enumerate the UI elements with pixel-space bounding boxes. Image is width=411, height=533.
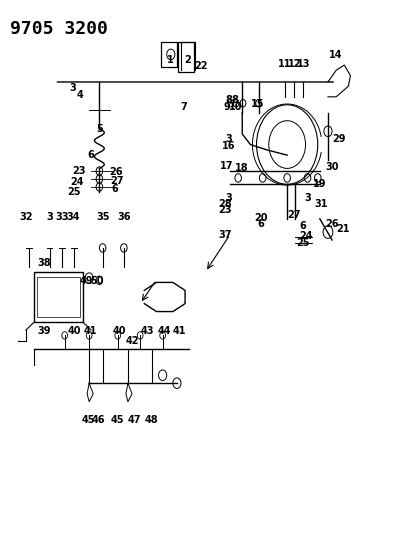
Text: 27: 27	[288, 209, 301, 220]
Text: 14: 14	[329, 51, 343, 60]
Text: 35: 35	[96, 212, 109, 222]
Text: 5: 5	[96, 124, 103, 134]
Text: 20: 20	[254, 213, 268, 223]
Text: 17: 17	[220, 161, 234, 171]
Text: 9705 3200: 9705 3200	[9, 20, 107, 38]
Text: 7: 7	[180, 102, 187, 112]
Text: 3: 3	[226, 192, 233, 203]
Text: 46: 46	[92, 415, 105, 425]
Text: 49: 49	[80, 276, 93, 286]
Text: 6: 6	[257, 219, 264, 229]
Text: 27: 27	[110, 175, 123, 185]
Text: 6: 6	[299, 221, 306, 231]
Text: 41: 41	[83, 326, 97, 336]
Text: 44: 44	[158, 326, 171, 336]
Text: 25: 25	[67, 187, 81, 197]
Text: 28: 28	[218, 199, 232, 209]
Text: 41: 41	[172, 326, 186, 336]
Text: 47: 47	[127, 415, 141, 425]
Text: 4: 4	[76, 90, 83, 100]
Text: 34: 34	[66, 212, 80, 222]
Text: 21: 21	[337, 224, 350, 235]
Text: 48: 48	[145, 415, 158, 425]
Text: 50: 50	[90, 276, 104, 286]
Text: 3: 3	[46, 212, 53, 222]
Text: 3: 3	[226, 134, 233, 144]
Text: 6: 6	[87, 150, 94, 160]
Text: 24: 24	[70, 176, 84, 187]
Text: 13: 13	[297, 59, 310, 69]
Text: 18: 18	[236, 163, 249, 173]
Text: 30: 30	[325, 162, 339, 172]
Text: 23: 23	[218, 205, 232, 215]
Text: 3: 3	[69, 83, 76, 93]
Text: 45: 45	[82, 415, 95, 425]
Text: 10: 10	[229, 102, 243, 112]
Bar	[34, 272, 83, 322]
Text: 8: 8	[231, 95, 238, 105]
Text: 43: 43	[141, 326, 154, 336]
Text: 23: 23	[72, 166, 86, 176]
Bar	[37, 277, 80, 317]
Text: 6: 6	[111, 184, 118, 194]
Bar	[178, 43, 194, 71]
Text: 24: 24	[299, 231, 312, 241]
Text: 2: 2	[184, 55, 191, 64]
Text: 37: 37	[218, 230, 232, 240]
Text: 22: 22	[195, 61, 208, 71]
Text: 36: 36	[117, 212, 131, 222]
Text: 32: 32	[19, 212, 32, 222]
Text: 40: 40	[67, 326, 81, 336]
Text: 31: 31	[314, 199, 328, 209]
Text: 25: 25	[296, 238, 309, 248]
Text: 15: 15	[251, 99, 264, 109]
Text: 26: 26	[325, 219, 339, 229]
Bar	[161, 42, 176, 67]
Text: 40: 40	[113, 326, 127, 336]
Text: 29: 29	[332, 134, 346, 144]
Text: 8: 8	[226, 95, 233, 105]
Text: 16: 16	[222, 141, 236, 151]
Text: 3: 3	[304, 192, 311, 203]
Text: 42: 42	[125, 336, 139, 346]
Text: 11: 11	[277, 59, 291, 69]
Text: 9: 9	[224, 102, 231, 112]
Text: 12: 12	[288, 59, 301, 69]
Text: 19: 19	[313, 179, 327, 189]
Text: 39: 39	[37, 326, 51, 336]
Text: 45: 45	[110, 415, 124, 425]
Text: 33: 33	[55, 212, 69, 222]
Text: 1: 1	[167, 55, 174, 64]
Text: 38: 38	[37, 259, 51, 268]
Text: 26: 26	[109, 167, 122, 177]
